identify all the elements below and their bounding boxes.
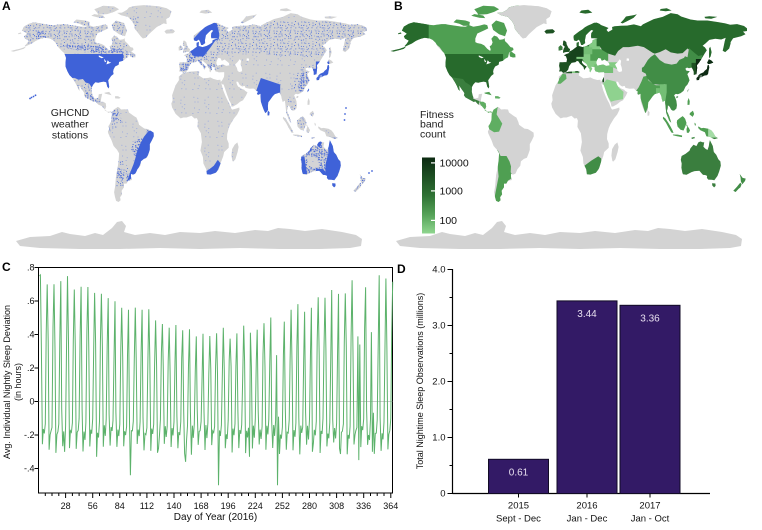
svg-text:(in hours): (in hours) — [13, 363, 23, 401]
svg-text:Avg. Individual Nightly Sleep: Avg. Individual Nightly Sleep Deviation — [2, 305, 12, 459]
svg-text:.4: .4 — [27, 330, 35, 340]
svg-text:-.4: -.4 — [24, 464, 35, 474]
svg-text:224: 224 — [248, 501, 263, 511]
svg-text:3.36: 3.36 — [640, 313, 660, 324]
svg-text:-.2: -.2 — [24, 430, 35, 440]
svg-text:10000: 10000 — [440, 158, 469, 170]
svg-text:3.0: 3.0 — [432, 321, 445, 332]
svg-text:3.44: 3.44 — [577, 309, 597, 320]
svg-text:GHCND: GHCND — [51, 107, 90, 119]
svg-text:2016: 2016 — [576, 501, 597, 512]
svg-text:1000: 1000 — [440, 186, 464, 198]
svg-text:2015: 2015 — [508, 501, 529, 512]
svg-text:B: B — [394, 0, 403, 13]
svg-text:Jan - Dec: Jan - Dec — [567, 514, 608, 525]
svg-text:280: 280 — [302, 501, 317, 511]
svg-text:D: D — [397, 262, 406, 276]
svg-text:2017: 2017 — [639, 501, 660, 512]
svg-text:Sept - Dec: Sept - Dec — [496, 514, 541, 525]
svg-text:band: band — [420, 119, 444, 131]
svg-text:Jan - Oct: Jan - Oct — [631, 514, 670, 525]
svg-text:196: 196 — [221, 501, 236, 511]
svg-text:364: 364 — [383, 501, 398, 511]
svg-text:252: 252 — [275, 501, 290, 511]
svg-text:4.0: 4.0 — [432, 265, 445, 276]
svg-text:1.0: 1.0 — [432, 433, 445, 444]
svg-text:weather: weather — [50, 119, 89, 131]
svg-text:C: C — [2, 260, 11, 274]
svg-text:.6: .6 — [27, 296, 35, 306]
svg-text:0.61: 0.61 — [509, 467, 529, 478]
svg-text:A: A — [2, 0, 11, 13]
svg-text:Day of Year (2016): Day of Year (2016) — [174, 512, 257, 523]
svg-text:56: 56 — [88, 501, 98, 511]
svg-text:308: 308 — [329, 501, 344, 511]
svg-text:stations: stations — [52, 130, 88, 142]
svg-text:168: 168 — [194, 501, 209, 511]
svg-text:0: 0 — [29, 397, 34, 407]
svg-text:2.0: 2.0 — [432, 377, 445, 388]
svg-text:112: 112 — [140, 501, 154, 511]
svg-text:Total Nightime Sleep Observati: Total Nightime Sleep Observations (milli… — [415, 293, 425, 470]
svg-text:100: 100 — [440, 215, 458, 227]
svg-text:count: count — [420, 128, 446, 140]
svg-text:.8: .8 — [27, 263, 35, 273]
svg-text:Fitness: Fitness — [420, 109, 454, 121]
svg-text:28: 28 — [61, 501, 71, 511]
svg-text:84: 84 — [115, 501, 125, 511]
svg-text:336: 336 — [356, 501, 371, 511]
svg-text:140: 140 — [166, 501, 181, 511]
svg-text:.2: .2 — [27, 363, 35, 373]
svg-text:0: 0 — [440, 489, 445, 500]
